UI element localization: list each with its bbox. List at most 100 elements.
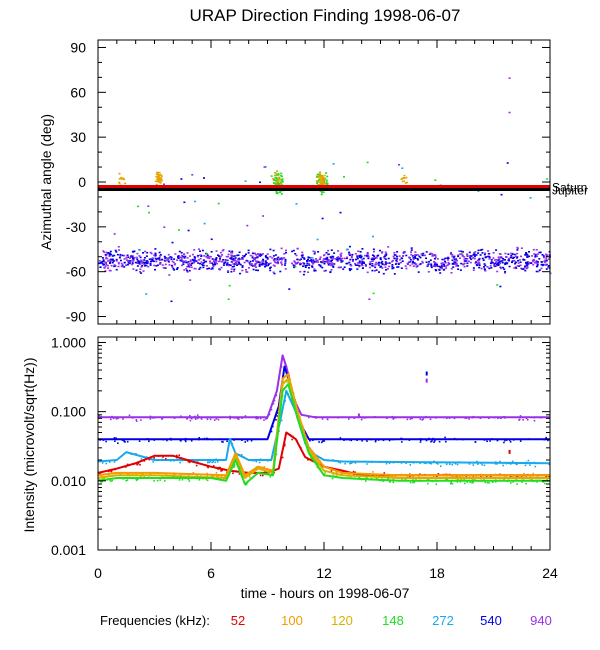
intensity-point xyxy=(344,472,347,474)
azimuth-point xyxy=(227,298,230,300)
azimuth-point xyxy=(489,265,492,267)
azimuth-point xyxy=(487,250,490,252)
intensity-point xyxy=(459,474,462,477)
azimuth-point xyxy=(410,249,413,251)
intensity-point xyxy=(218,438,221,440)
azimuth-point xyxy=(252,260,254,262)
intensity-point xyxy=(368,478,370,481)
intensity-point xyxy=(107,474,110,477)
intensity-point xyxy=(374,476,377,478)
intensity-point xyxy=(475,475,477,477)
intensity-point xyxy=(500,417,502,420)
intensity-point xyxy=(319,468,322,470)
azimuth-point xyxy=(388,262,391,264)
intensity-point xyxy=(382,439,385,442)
intensity-point xyxy=(265,418,267,420)
intensity-point xyxy=(464,417,466,419)
azimuth-point xyxy=(311,266,314,268)
intensity-point xyxy=(198,438,200,441)
intensity-point xyxy=(483,478,485,481)
azimuth-point xyxy=(513,253,516,256)
azimuth-point xyxy=(499,285,502,288)
azimuth-point xyxy=(167,259,170,262)
azimuth-point xyxy=(373,255,376,257)
x-tick-label: 6 xyxy=(207,565,215,581)
intensity-point xyxy=(338,474,340,476)
intensity-point xyxy=(530,478,533,480)
azimuth-point xyxy=(498,261,501,263)
azimuth-point xyxy=(393,273,396,275)
intensity-point xyxy=(522,419,524,421)
intensity-point xyxy=(393,417,395,419)
intensity-point xyxy=(110,470,113,473)
azimuth-point xyxy=(538,251,541,254)
azimuth-point xyxy=(396,258,399,260)
azimuth-point xyxy=(145,255,148,257)
intensity-series-148 xyxy=(97,383,550,485)
intensity-point xyxy=(149,418,152,420)
intensity-point xyxy=(445,477,448,480)
intensity-point xyxy=(150,474,153,477)
azimuth-point xyxy=(435,269,438,272)
intensity-point xyxy=(500,474,503,477)
intensity-point xyxy=(471,481,473,484)
intensity-point xyxy=(117,417,119,420)
intensity-point xyxy=(445,440,447,443)
azimuth-point xyxy=(447,261,450,264)
intensity-point xyxy=(205,477,208,479)
azimuth-point xyxy=(369,263,371,266)
azimuth-point xyxy=(519,261,522,263)
intensity-point xyxy=(153,417,156,419)
azimuth-point xyxy=(513,259,516,262)
azimuth-point xyxy=(279,270,282,273)
azimuth-point xyxy=(526,261,529,263)
intensity-point xyxy=(401,438,404,440)
azimuth-point xyxy=(478,258,481,261)
azimuth-point xyxy=(516,246,519,249)
azimuth-point xyxy=(306,260,309,262)
azimuth-point xyxy=(330,259,333,262)
intensity-outlier xyxy=(508,449,511,454)
intensity-point xyxy=(316,458,318,460)
azimuth-point xyxy=(163,183,165,186)
azimuth-point xyxy=(536,253,539,255)
intensity-point xyxy=(546,478,548,481)
azimuth-point xyxy=(349,245,351,248)
intensity-point xyxy=(196,460,199,463)
intensity-point xyxy=(146,438,149,440)
azimuth-point xyxy=(526,253,529,256)
intensity-point xyxy=(344,462,346,465)
azimuth-point xyxy=(159,178,162,181)
intensity-point xyxy=(477,476,480,479)
intensity-point xyxy=(255,466,258,468)
azimuth-point xyxy=(153,254,156,256)
azimuth-point xyxy=(167,261,170,263)
azimuth-point xyxy=(387,246,390,248)
azimuth-point xyxy=(443,268,446,271)
azimuth-point xyxy=(248,263,251,266)
intensity-point xyxy=(486,481,489,484)
azimuth-point xyxy=(227,255,230,258)
azimuth-point xyxy=(539,251,542,254)
azimuth-point xyxy=(117,246,120,248)
azimuth-point xyxy=(115,268,118,271)
intensity-point xyxy=(186,417,188,420)
time-x-label: time - hours on 1998-06-07 xyxy=(241,585,410,601)
azimuth-point xyxy=(457,268,460,270)
intensity-point xyxy=(178,454,180,456)
azimuth-point xyxy=(130,254,133,257)
legend-item-100: 100 xyxy=(281,613,303,628)
intensity-point xyxy=(390,474,392,476)
azimuth-point xyxy=(304,266,307,268)
intensity-point xyxy=(406,418,409,421)
azimuth-point xyxy=(176,267,179,269)
azimuth-point xyxy=(135,269,138,272)
azimuth-point xyxy=(222,264,225,266)
intensity-point xyxy=(381,476,383,478)
azimuth-point xyxy=(273,178,276,181)
intensity-point xyxy=(100,481,102,483)
intensity-point xyxy=(220,470,222,472)
azimuth-point xyxy=(241,257,244,259)
azimuth-point xyxy=(382,272,385,275)
azimuth-point xyxy=(157,177,159,180)
